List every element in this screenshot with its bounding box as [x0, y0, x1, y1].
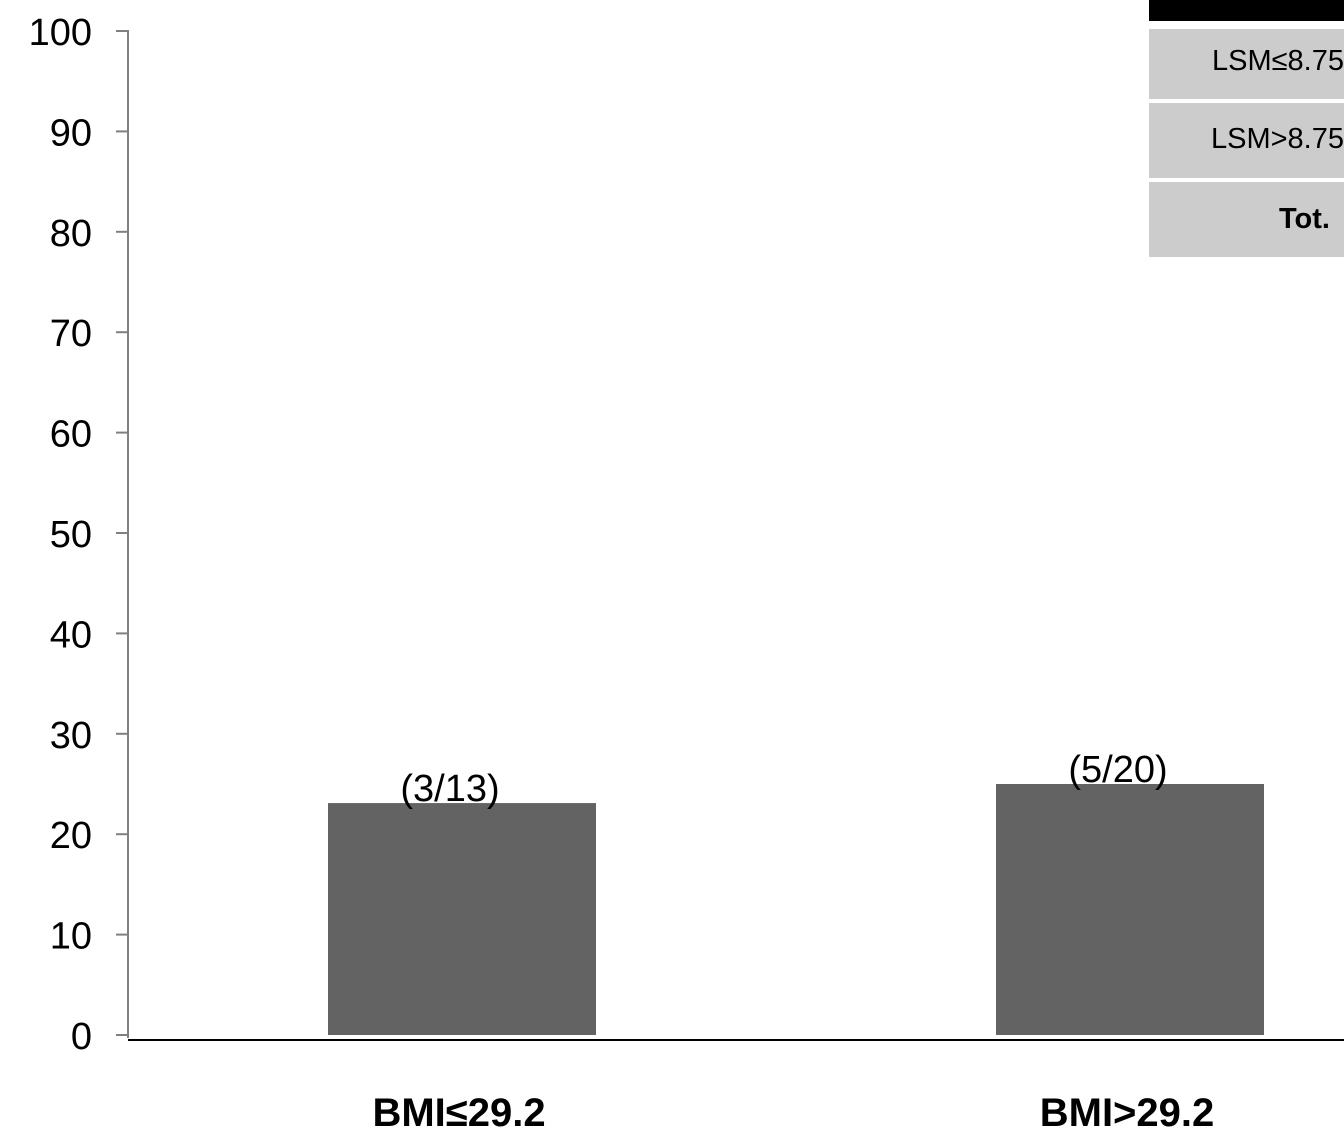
summary-table: LSM≤8.75 LSM>8.75 Tot. — [1149, 0, 1344, 257]
bar — [996, 784, 1264, 1035]
table-row — [1149, 103, 1344, 178]
y-axis-ticks: 0 10 20 30 40 50 60 70 80 90 100 — [29, 12, 128, 1058]
y-tick-label: 50 — [50, 514, 92, 556]
y-tick-label: 20 — [50, 815, 92, 857]
y-tick-label: 0 — [71, 1016, 92, 1058]
y-tick-label: 80 — [50, 213, 92, 255]
table-header-row — [1149, 0, 1344, 21]
bar-data-label: (5/20) — [1068, 749, 1167, 791]
bars: (3/13) (5/20) — [328, 749, 1264, 1035]
bar — [328, 803, 596, 1035]
table-row-label: LSM≤8.75 — [1212, 45, 1344, 77]
y-tick-label: 90 — [50, 112, 92, 154]
category-labels: BMI≤29.2 BMI>29.2 — [372, 1091, 1214, 1133]
x-category-label: BMI≤29.2 — [372, 1091, 545, 1133]
table-row-label: LSM>8.75 — [1211, 123, 1344, 155]
table-row — [1149, 182, 1344, 257]
y-tick-label: 70 — [50, 313, 92, 355]
table-row — [1149, 29, 1344, 99]
y-tick-label: 30 — [50, 715, 92, 757]
bar-data-label: (3/13) — [400, 768, 499, 810]
y-tick-label: 10 — [50, 916, 92, 958]
x-category-label: BMI>29.2 — [1040, 1091, 1215, 1133]
y-tick-label: 60 — [50, 414, 92, 456]
y-tick-label: 100 — [29, 12, 92, 54]
y-tick-label: 40 — [50, 614, 92, 656]
table-row-label: Tot. — [1279, 203, 1330, 235]
